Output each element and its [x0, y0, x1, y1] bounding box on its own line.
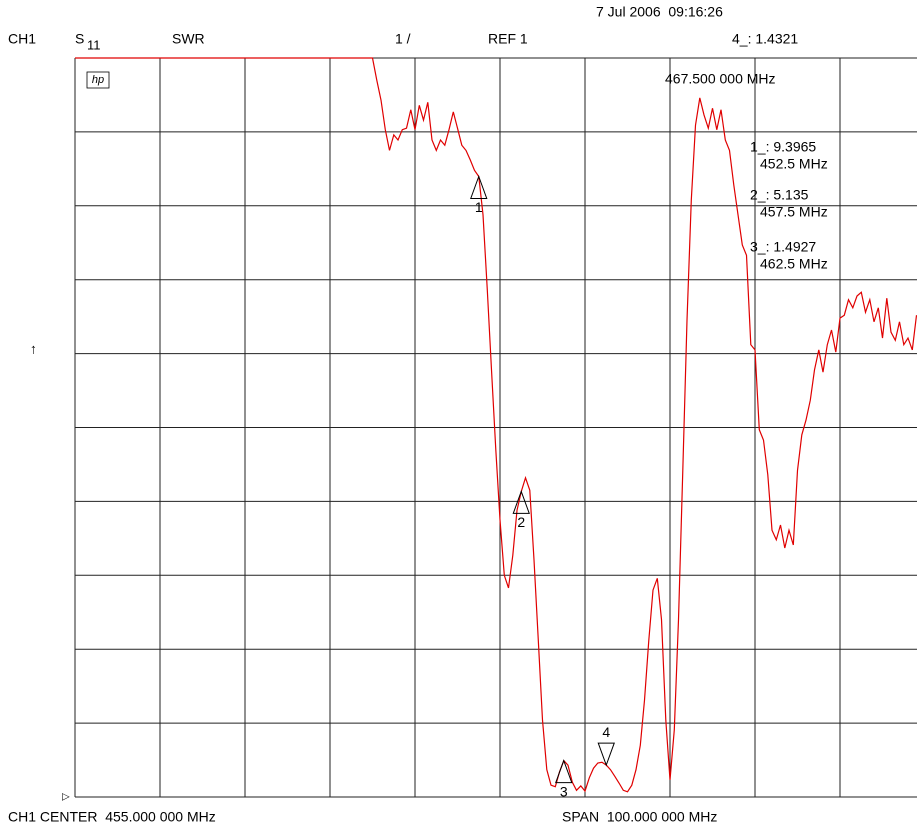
- marker-id: 1: [475, 199, 483, 215]
- logo-box: [86, 71, 110, 89]
- marker-id: 4: [602, 724, 610, 740]
- marker: [470, 175, 488, 199]
- logo: hp: [92, 74, 104, 86]
- marker-frequency: 462.5 MHz: [760, 256, 828, 272]
- marker: [555, 759, 573, 784]
- format: SWR: [172, 31, 205, 47]
- marker: [597, 742, 615, 767]
- scale: 1 /: [395, 31, 411, 47]
- channel: CH1: [8, 31, 36, 47]
- marker-frequency: 457.5 MHz: [760, 204, 828, 220]
- marker-readout: 1_: 9.3965: [750, 139, 816, 155]
- ref-marker: ▷: [62, 792, 70, 803]
- marker-frequency: 452.5 MHz: [760, 156, 828, 172]
- marker: [512, 489, 530, 514]
- trace: [75, 57, 917, 793]
- marker-id: 2: [517, 514, 525, 530]
- span: SPAN 100.000 000 MHz: [562, 809, 717, 825]
- marker-frequency: 467.500 000 MHz: [665, 71, 776, 87]
- marker-readout: 3_: 1.4927: [750, 239, 816, 255]
- center: CH1 CENTER 455.000 000 MHz: [8, 809, 216, 825]
- reference: REF 1: [488, 31, 528, 47]
- arrow: ↑: [30, 341, 37, 357]
- marker-id: 3: [560, 783, 568, 799]
- parameter: S: [75, 31, 84, 47]
- parameter-sub: 11: [87, 37, 101, 52]
- timestamp: 7 Jul 2006 09:16:26: [596, 4, 723, 20]
- marker-readout: 2_: 5.135: [750, 187, 809, 203]
- marker-readout: 4_: 1.4321: [732, 31, 798, 47]
